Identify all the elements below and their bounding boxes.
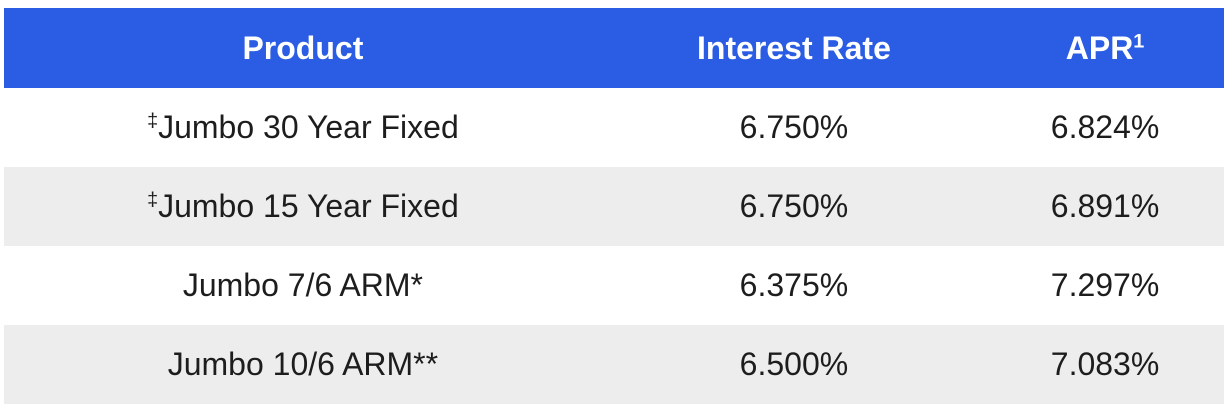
apr-cell: 6.824% — [1050, 109, 1160, 145]
header-interest-rate-label: Interest Rate — [697, 29, 891, 66]
header-product: Product — [4, 30, 602, 67]
interest-rate-cell: 6.375% — [739, 267, 849, 303]
table-row: ‡Jumbo 30 Year Fixed 6.750% 6.824% — [4, 88, 1224, 167]
apr-footnote-marker: 1 — [1133, 29, 1145, 52]
product-cell: ‡Jumbo 15 Year Fixed — [4, 188, 602, 225]
interest-rate-cell: 6.500% — [739, 346, 849, 382]
header-interest-rate: Interest Rate — [602, 30, 986, 67]
footnote-marker: ‡ — [147, 109, 159, 132]
header-product-label: Product — [242, 29, 364, 66]
product-cell: ‡Jumbo 30 Year Fixed — [4, 109, 602, 146]
product-cell: Jumbo 10/6 ARM** — [4, 346, 602, 383]
rates-table: Product Interest Rate APR1 ‡Jumbo 30 Yea… — [4, 8, 1224, 404]
product-name: Jumbo 7/6 ARM* — [182, 267, 423, 303]
footnote-marker: ‡ — [147, 188, 159, 211]
header-apr: APR1 — [986, 30, 1224, 67]
table-row: ‡Jumbo 15 Year Fixed 6.750% 6.891% — [4, 167, 1224, 246]
interest-rate-cell: 6.750% — [739, 109, 849, 145]
header-apr-label: APR — [1065, 29, 1134, 66]
product-name: Jumbo 15 Year Fixed — [158, 188, 459, 224]
apr-cell: 6.891% — [1050, 188, 1160, 224]
interest-rate-cell: 6.750% — [739, 188, 849, 224]
product-name: Jumbo 10/6 ARM** — [167, 346, 439, 382]
apr-cell: 7.297% — [1050, 267, 1160, 303]
table-row: Jumbo 10/6 ARM** 6.500% 7.083% — [4, 325, 1224, 404]
product-cell: Jumbo 7/6 ARM* — [4, 267, 602, 304]
apr-cell: 7.083% — [1050, 346, 1160, 382]
table-header: Product Interest Rate APR1 — [4, 8, 1224, 88]
product-name: Jumbo 30 Year Fixed — [158, 109, 459, 145]
table-row: Jumbo 7/6 ARM* 6.375% 7.297% — [4, 246, 1224, 325]
